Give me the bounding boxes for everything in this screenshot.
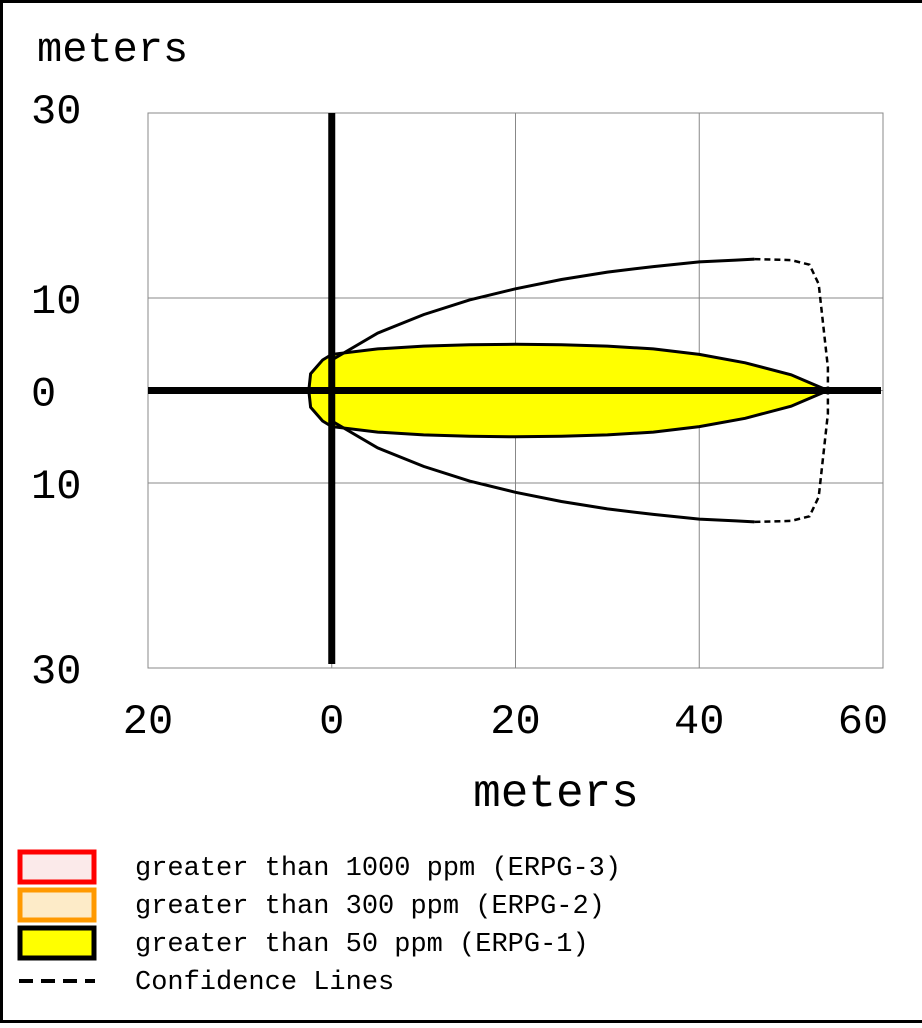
y-tick-label: 10: [31, 278, 81, 326]
chart-svg: meters meters 20 0 20 40 60 30 10 0 10 30 greater…: [17, 26, 888, 998]
tick-labels: 20 0 20 40 60 30 10 0 10 30: [31, 88, 888, 746]
confidence-line-upper-dashed: [754, 257, 830, 391]
legend-label: greater than 50 ppm (ERPG-1): [135, 930, 589, 960]
confidence-line-lower: [331, 419, 755, 524]
legend-label: Confidence Lines: [135, 968, 394, 998]
y-tick-label: 30: [31, 648, 81, 696]
legend-swatch: [17, 925, 97, 961]
x-tick-label: 20: [490, 698, 540, 746]
confidence-line-upper: [331, 257, 755, 362]
legend-swatch: [17, 887, 97, 923]
y-tick-label: 0: [31, 371, 56, 419]
x-tick-label: 40: [674, 698, 724, 746]
y-tick-label: 10: [31, 463, 81, 511]
center-axes: [148, 113, 881, 664]
x-tick-label: 0: [319, 698, 344, 746]
legend: greater than 1000 ppm (ERPG-3) greater th…: [17, 849, 621, 998]
x-axis-label: meters: [473, 768, 639, 820]
x-tick-label: 20: [123, 698, 173, 746]
y-tick-label: 30: [31, 88, 81, 136]
legend-label: greater than 300 ppm (ERPG-2): [135, 892, 605, 922]
legend-label: greater than 1000 ppm (ERPG-3): [135, 854, 621, 884]
legend-swatch: [17, 849, 97, 885]
confidence-lines: [331, 257, 830, 524]
x-tick-label: 60: [838, 698, 888, 746]
y-axis-label: meters: [37, 26, 188, 74]
confidence-line-lower-dashed: [754, 390, 830, 524]
